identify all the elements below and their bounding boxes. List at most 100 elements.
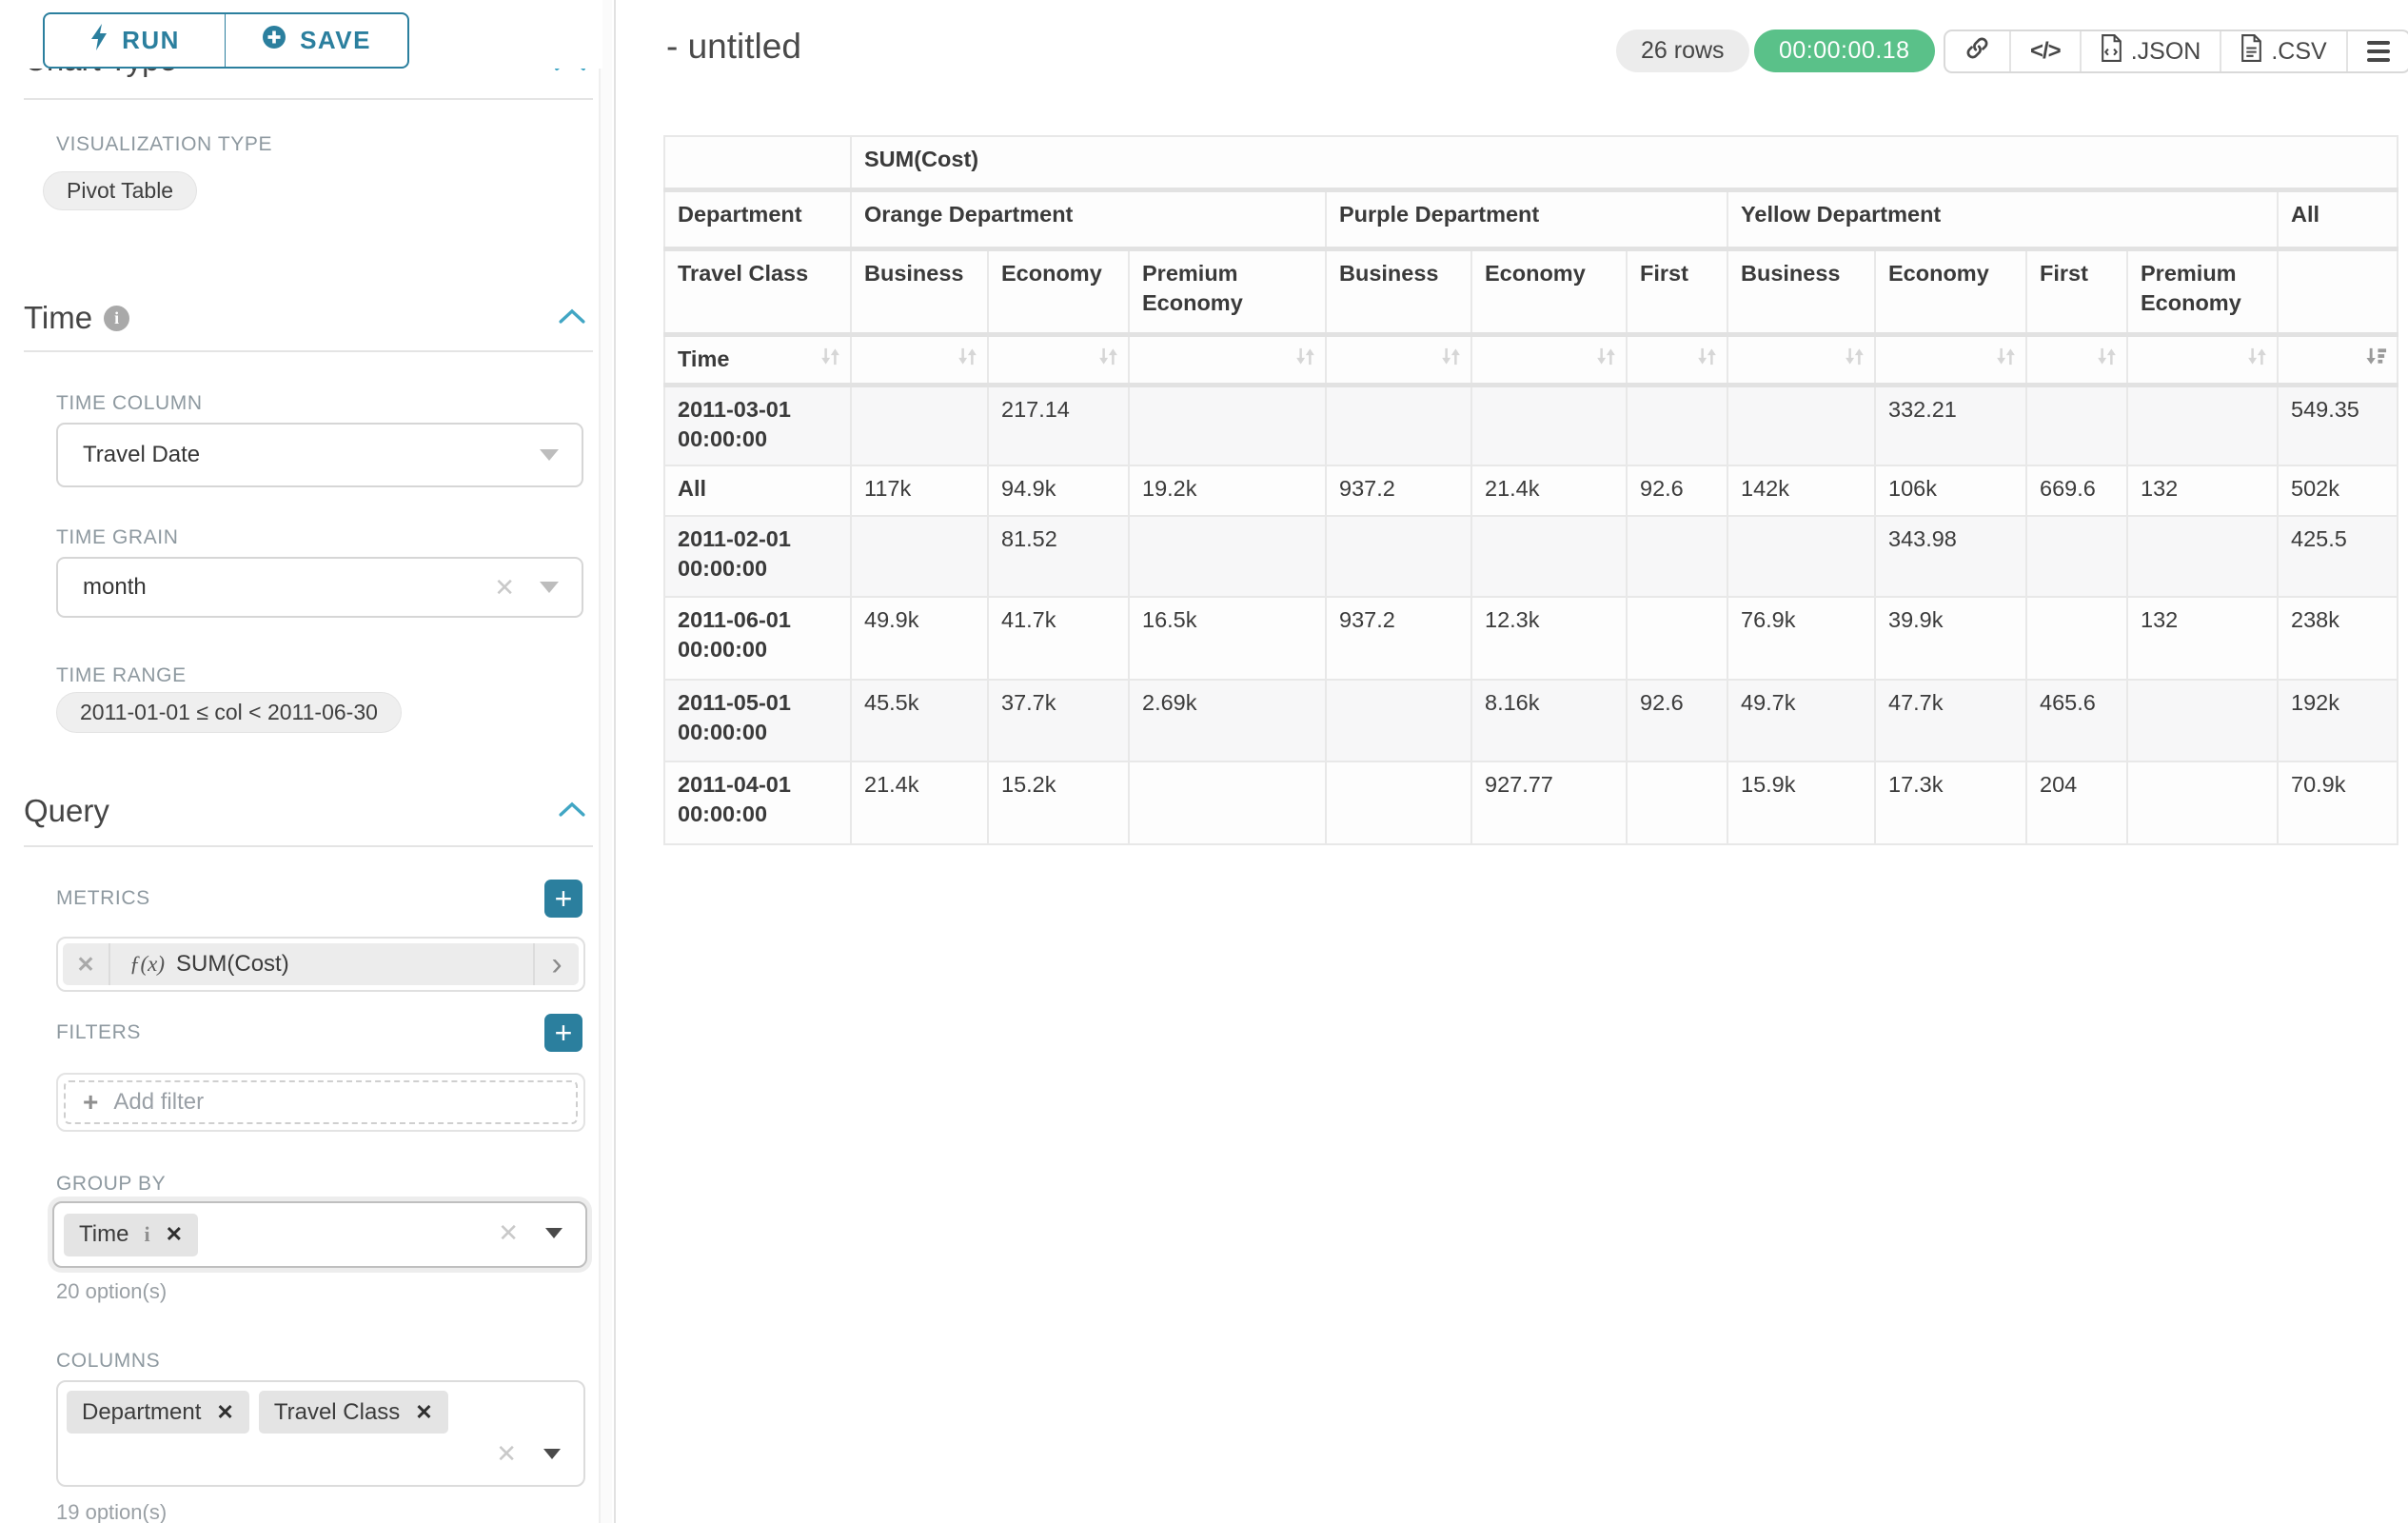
sort-cell[interactable] [1727, 333, 1876, 387]
metric-pill[interactable]: ✕ ƒ(x) SUM(Cost) › [63, 943, 579, 985]
columns-chip[interactable]: Travel Class ✕ [258, 1391, 448, 1434]
link-icon [1964, 35, 1990, 68]
sort-icon[interactable] [1845, 346, 1865, 367]
clear-icon[interactable]: ✕ [494, 573, 515, 602]
export-json-label: .JSON [2130, 37, 2201, 65]
info-icon: i [104, 305, 130, 331]
value-cell: 502k [2276, 465, 2399, 517]
travel-class-header: Economy [1874, 247, 2027, 337]
caret-down-icon [540, 449, 559, 461]
clear-icon[interactable]: ✕ [496, 1439, 517, 1468]
travel-class-header: Business [850, 247, 989, 337]
sort-icon[interactable] [1098, 346, 1118, 367]
sort-icon[interactable] [1441, 346, 1461, 367]
sort-icon[interactable] [1697, 346, 1717, 367]
sort-icon[interactable] [1996, 346, 2016, 367]
query-timer-badge: 00:00:00.18 [1754, 30, 1935, 72]
time-column-label: TIME COLUMN [56, 392, 203, 414]
travel-class-header [2276, 247, 2399, 337]
value-cell: 2.69k [1128, 679, 1327, 762]
value-cell: 8.16k [1470, 679, 1628, 762]
travel-class-header: Premium Economy [1128, 247, 1327, 337]
value-cell [1727, 384, 1876, 466]
sort-cell[interactable] [2025, 333, 2128, 387]
value-cell: 70.9k [2276, 761, 2399, 845]
value-cell [2025, 384, 2128, 466]
travel-class-header: First [2025, 247, 2128, 337]
export-json-button[interactable]: .JSON [2079, 31, 2220, 71]
sort-icon[interactable] [820, 346, 840, 367]
columns-select[interactable]: Department ✕ Travel Class ✕ ✕ [56, 1380, 585, 1487]
sidebar-scrollbar[interactable] [599, 0, 612, 1523]
sort-cell[interactable] [2276, 333, 2399, 387]
metric-header: SUM(Cost) [849, 135, 2399, 192]
value-cell: 669.6 [2025, 465, 2128, 517]
columns-chip[interactable]: Department ✕ [67, 1391, 249, 1434]
sort-cell[interactable] [2126, 333, 2279, 387]
sort-icon[interactable] [2097, 346, 2117, 367]
sort-cell[interactable] [1325, 333, 1472, 387]
value-cell [1325, 679, 1472, 762]
add-filter-button[interactable]: + Add filter [64, 1080, 578, 1124]
viz-type-pill[interactable]: Pivot Table [43, 171, 198, 210]
more-options-button[interactable] [2345, 31, 2408, 71]
value-cell: 49.9k [850, 596, 989, 681]
time-range-pill[interactable]: 2011-01-01 ≤ col < 2011-06-30 [56, 692, 402, 733]
value-cell: 217.14 [987, 384, 1130, 466]
export-csv-button[interactable]: .CSV [2220, 31, 2345, 71]
add-metric-button[interactable]: + [544, 880, 582, 918]
clear-icon[interactable]: ✕ [498, 1218, 519, 1247]
add-filter-plus-button[interactable]: + [544, 1014, 582, 1052]
sort-icon[interactable] [957, 346, 977, 367]
group-by-select[interactable]: Time i ✕ ✕ [52, 1201, 587, 1268]
remove-chip-icon[interactable]: ✕ [415, 1399, 433, 1424]
chevron-up-icon[interactable] [557, 306, 587, 331]
sort-cell[interactable] [1874, 333, 2027, 387]
sort-icon[interactable] [1596, 346, 1616, 367]
copy-link-button[interactable] [1945, 31, 2009, 71]
value-cell: 204 [2025, 761, 2128, 845]
chip-label: Time [79, 1221, 129, 1247]
expand-metric-icon[interactable]: › [533, 943, 579, 985]
sort-cell[interactable] [1128, 333, 1327, 387]
embed-code-button[interactable]: </> [2009, 31, 2080, 71]
sort-icon[interactable] [1295, 346, 1315, 367]
group-by-chip[interactable]: Time i ✕ [64, 1213, 199, 1256]
value-cell: 132 [2126, 465, 2279, 517]
remove-chip-icon[interactable]: ✕ [216, 1399, 234, 1424]
export-toolbar: </> .JSON .CSV [1944, 30, 2408, 73]
section-divider [24, 845, 593, 847]
pivot-table: SUM(Cost) Department Orange Department Purp… [663, 135, 2399, 845]
value-cell [1626, 384, 1728, 466]
department-group-header: Orange Department [850, 188, 1327, 251]
travel-class-axis-header: Travel Class [663, 247, 852, 337]
chart-title[interactable]: - untitled [666, 27, 801, 66]
sort-cell[interactable] [1626, 333, 1728, 387]
row-label: 2011-05-01 00:00:00 [663, 679, 852, 762]
group-by-label: GROUP BY [56, 1173, 167, 1195]
value-cell [1470, 515, 1628, 598]
travel-class-header: Economy [1470, 247, 1628, 337]
chevron-up-icon[interactable] [557, 799, 587, 824]
time-column-select[interactable]: Travel Date [56, 423, 583, 487]
time-grain-value: month [83, 574, 147, 600]
value-cell [2025, 596, 2128, 681]
save-button[interactable]: SAVE [225, 12, 409, 69]
sort-cell[interactable] [987, 333, 1130, 387]
sort-icon[interactable] [2247, 346, 2267, 367]
value-cell [1128, 761, 1327, 845]
run-button[interactable]: RUN [43, 12, 227, 69]
row-label: 2011-06-01 00:00:00 [663, 596, 852, 681]
sort-cell[interactable] [850, 333, 989, 387]
time-grain-select[interactable]: month ✕ [56, 557, 583, 618]
time-column-value: Travel Date [83, 442, 201, 467]
department-group-header: Purple Department [1325, 188, 1728, 251]
remove-chip-icon[interactable]: ✕ [165, 1222, 184, 1246]
fx-icon: ƒ(x) [129, 952, 166, 976]
sort-desc-icon[interactable] [2366, 346, 2387, 367]
value-cell: 21.4k [1470, 465, 1628, 517]
time-grain-label: TIME GRAIN [56, 526, 179, 548]
sort-cell[interactable] [1470, 333, 1628, 387]
remove-metric-icon[interactable]: ✕ [63, 943, 110, 985]
